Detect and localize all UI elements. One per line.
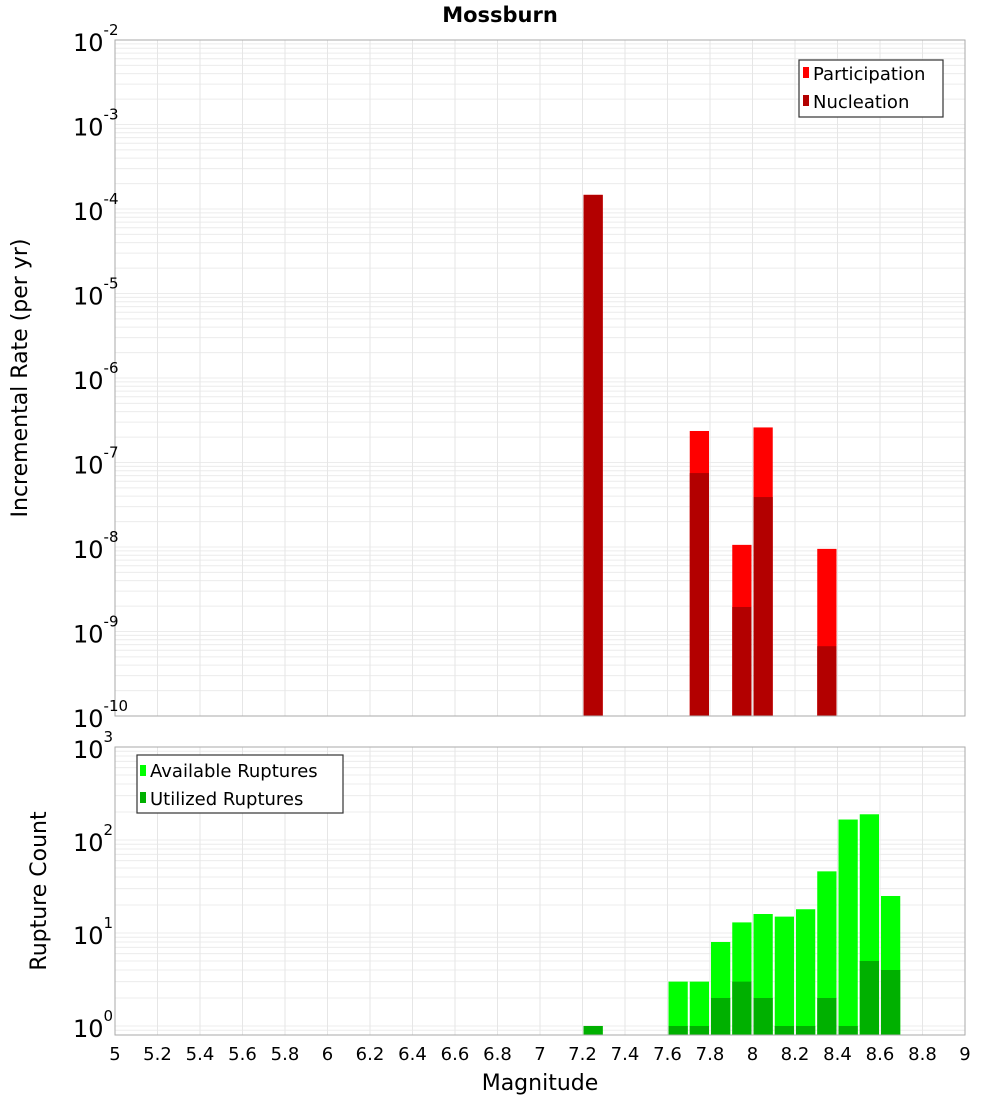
legend-swatch-available — [140, 765, 146, 776]
bottom-bar-utilized-ruptures — [817, 997, 837, 1035]
x-axis-ticks: 5 5.2 5.4 5.6 5.8 6 6.2 6.4 6.6 6.8 7 7.2 7.4 7.6 7.8 8… — [109, 1044, 970, 1065]
x-tick-label: 6.6 — [441, 1044, 470, 1065]
legend-label-available: Available Ruptures — [150, 761, 318, 782]
x-tick-label: 7.8 — [696, 1044, 725, 1065]
top-legend: Participation Nucleation — [798, 59, 944, 118]
x-tick-label: 8.8 — [908, 1044, 937, 1065]
x-tick-label: 8 — [747, 1044, 758, 1065]
bottom-y-axis-label: Rupture Count — [27, 811, 52, 971]
y-tick-label: 102 — [73, 821, 113, 857]
bottom-bar-utilized-ruptures — [732, 981, 752, 1035]
legend-swatch-nucleation — [803, 95, 809, 106]
bottom-bar-available-ruptures — [817, 871, 837, 1035]
plot-frame — [114, 39, 966, 717]
bottom-bar-available-ruptures — [668, 981, 688, 1035]
top-bar-nucleation — [583, 194, 603, 716]
bottom-bar-utilized-ruptures — [838, 1025, 858, 1035]
x-tick-label: 6.4 — [398, 1044, 427, 1065]
bottom-bar-utilized-ruptures — [668, 1025, 688, 1035]
x-tick-label: 5 — [109, 1044, 120, 1065]
x-tick-label: 5.6 — [228, 1044, 257, 1065]
bottom-bar-utilized-ruptures — [583, 1025, 603, 1035]
bottom-bar-utilized-ruptures — [881, 969, 901, 1035]
chart-title: Mossburn — [442, 3, 558, 27]
plot-frame — [114, 746, 966, 1036]
x-axis-label: Magnitude — [482, 1071, 599, 1096]
y-tick-label: 10-4 — [73, 190, 119, 226]
x-tick-label: 5.4 — [186, 1044, 215, 1065]
bottom-plot-area: 103 102 101 100 — [73, 728, 966, 1043]
y-tick-label: 10-9 — [73, 613, 119, 649]
x-tick-label: 7 — [534, 1044, 545, 1065]
y-tick-label: 10-6 — [73, 359, 119, 395]
x-tick-label: 9 — [959, 1044, 970, 1065]
x-tick-label: 7.6 — [653, 1044, 682, 1065]
bottom-bar-utilized-ruptures — [774, 1025, 794, 1035]
x-tick-label: 7.2 — [568, 1044, 597, 1065]
bottom-bar-utilized-ruptures — [689, 1025, 709, 1035]
y-tick-label: 103 — [73, 728, 113, 764]
bottom-bar-available-ruptures — [774, 916, 794, 1035]
top-bar-nucleation — [689, 473, 709, 716]
bottom-bar-utilized-ruptures — [753, 997, 773, 1035]
bottom-legend: Available Ruptures Utilized Ruptures — [136, 754, 344, 814]
x-tick-label: 6.8 — [483, 1044, 512, 1065]
x-tick-label: 6 — [322, 1044, 333, 1065]
x-tick-label: 5.8 — [271, 1044, 300, 1065]
y-tick-label: 10-8 — [73, 528, 119, 564]
legend-swatch-utilized — [140, 792, 146, 803]
x-tick-label: 5.2 — [143, 1044, 172, 1065]
top-y-axis-label: Incremental Rate (per yr) — [8, 239, 33, 518]
bottom-bar-available-ruptures — [689, 981, 709, 1035]
top-bar-nucleation — [817, 646, 837, 716]
x-tick-label: 8.2 — [781, 1044, 810, 1065]
top-plot-area: 10-2 10-3 10-4 10-5 10-6 10-7 10-8 10-9 10-10 — [73, 21, 966, 733]
y-tick-label: 10-7 — [73, 444, 119, 480]
legend-swatch-participation — [803, 67, 809, 78]
legend-label-nucleation: Nucleation — [813, 92, 909, 113]
y-tick-label: 10-2 — [73, 21, 119, 57]
y-tick-label: 10-10 — [73, 697, 128, 733]
legend-label-utilized: Utilized Ruptures — [150, 789, 303, 810]
bottom-bar-available-ruptures — [838, 819, 858, 1035]
y-tick-label: 10-3 — [73, 106, 119, 142]
bottom-bar-utilized-ruptures — [796, 1025, 816, 1035]
x-tick-label: 8.4 — [823, 1044, 852, 1065]
top-bar-nucleation — [732, 606, 752, 716]
bottom-bar-utilized-ruptures — [859, 960, 879, 1035]
y-tick-label: 10-5 — [73, 275, 119, 311]
y-tick-label: 100 — [73, 1007, 113, 1043]
bottom-bar-utilized-ruptures — [711, 997, 731, 1035]
top-bar-nucleation — [753, 497, 773, 716]
legend-label-participation: Participation — [813, 64, 925, 85]
x-tick-label: 8.6 — [866, 1044, 895, 1065]
x-tick-label: 6.2 — [356, 1044, 385, 1065]
bottom-bar-available-ruptures — [796, 909, 816, 1035]
y-tick-label: 101 — [73, 914, 113, 950]
x-tick-label: 7.4 — [611, 1044, 640, 1065]
